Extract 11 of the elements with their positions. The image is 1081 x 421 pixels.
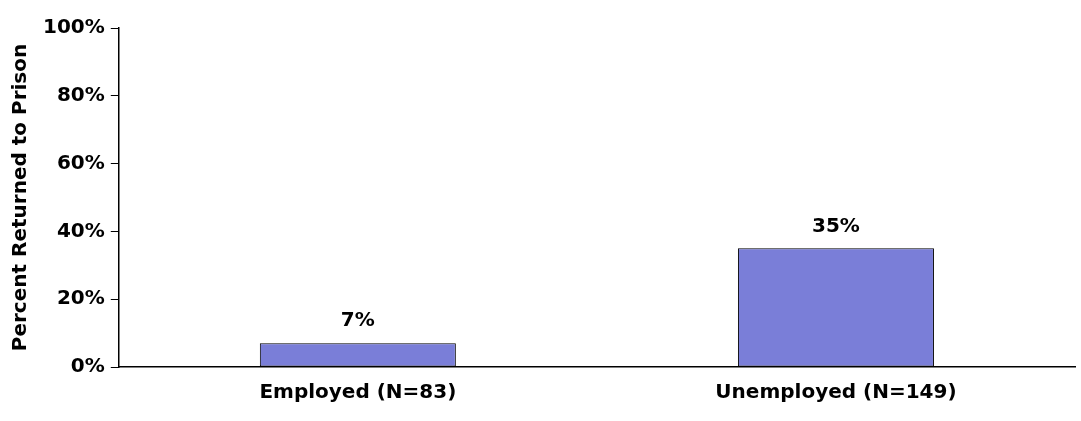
data-label: 7% xyxy=(340,307,375,332)
y-tick-label: 0% xyxy=(70,353,105,378)
y-tick-label: 100% xyxy=(42,14,105,39)
y-tick-label: 40% xyxy=(56,217,105,242)
x-tick-label: Employed (N=83) xyxy=(259,379,457,404)
x-tick-label: Unemployed (N=149) xyxy=(715,379,957,404)
y-axis-title: Percent Returned to Prison xyxy=(7,43,32,352)
y-tick-label: 80% xyxy=(56,82,105,106)
y-tick-label: 20% xyxy=(56,285,105,310)
y-tick-label: 60% xyxy=(56,149,105,174)
data-label: 35% xyxy=(812,212,860,237)
